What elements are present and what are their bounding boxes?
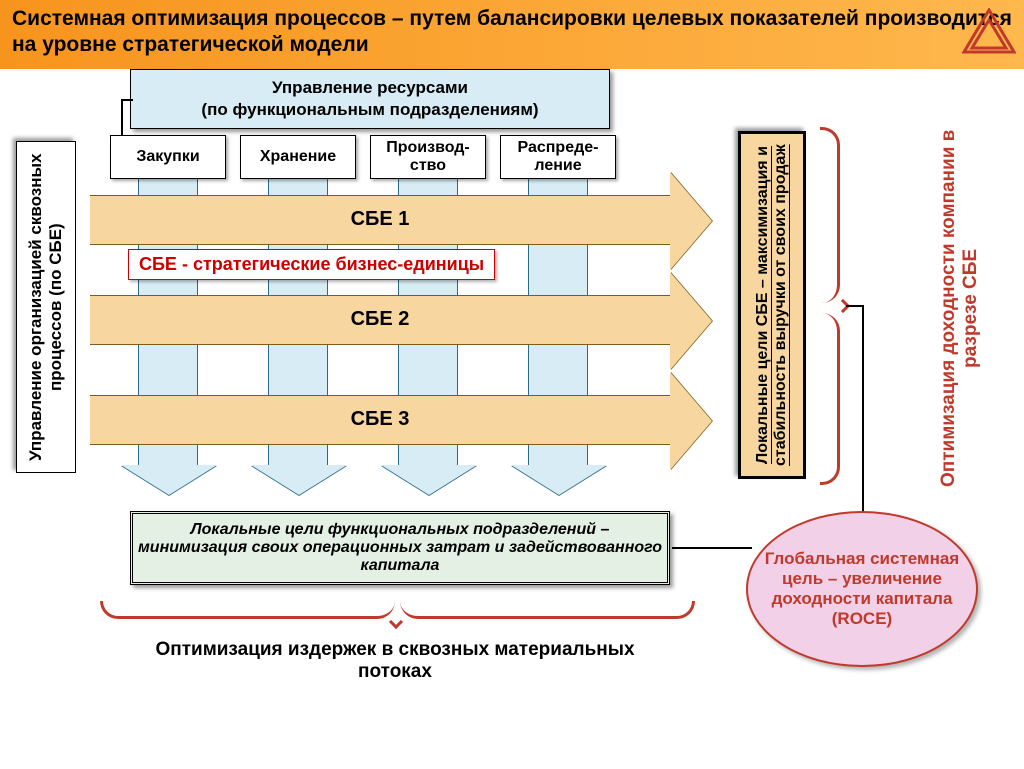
func-box-proizvodstvo: Производ- ство: [370, 135, 486, 179]
goal-ellipse-text: Глобальная системная цель – увеличение д…: [760, 549, 964, 629]
func-box-hranenie: Хранение: [240, 135, 356, 179]
sbe-arrow-1: СБЕ 1: [90, 195, 670, 245]
curly-brace-icon: [400, 601, 695, 619]
sbe-label: СБЕ 3: [351, 408, 410, 431]
sbe-definition-callout: СБЕ - стратегические бизнес-единицы: [128, 249, 495, 280]
curly-brace-icon: [820, 313, 840, 485]
func-label: Производ- ство: [386, 139, 470, 174]
left-org-box: Управление организацией сквозных процесс…: [16, 141, 76, 473]
header-line1: Управление ресурсами: [272, 77, 468, 98]
curly-brace-icon: [100, 601, 395, 619]
sbe-arrow-2: СБЕ 2: [90, 295, 670, 345]
right-label-text: Оптимизация доходности компании в разрез…: [938, 129, 981, 486]
title-text: Системная оптимизация процессов – путем …: [12, 7, 1012, 56]
sbe-label: СБЕ 1: [351, 208, 410, 231]
header-resources-box: Управление ресурсами (по функциональным …: [130, 69, 610, 129]
bottom-optimization-label: Оптимизация издержек в сквозных материал…: [120, 639, 670, 683]
func-label: Распреде- ление: [518, 139, 599, 174]
func-label: Закупки: [136, 148, 199, 166]
penrose-logo-icon: [962, 8, 1016, 56]
curly-brace-icon: [820, 127, 840, 303]
local-sbe-goals-box: Локальные цели СБЕ – максимизация и стаб…: [738, 131, 806, 479]
diagram-area: Управление организацией сквозных процесс…: [0, 69, 1024, 769]
bottom-green-text: Локальные цели функциональных подразделе…: [137, 521, 663, 575]
bottom-functional-goals-box: Локальные цели функциональных подразделе…: [130, 511, 670, 585]
conn-line-v: [862, 305, 864, 525]
func-box-raspredelenie: Распреде- ление: [500, 135, 616, 179]
page-title: Системная оптимизация процессов – путем …: [0, 0, 1024, 69]
right-optimization-label: Оптимизация доходности компании в разрез…: [938, 123, 998, 493]
sbe-arrow-3: СБЕ 3: [90, 395, 670, 445]
func-box-zakupki: Закупки: [110, 135, 226, 179]
sbe-label: СБЕ 2: [351, 308, 410, 331]
sbe-callout-text: СБЕ - стратегические бизнес-единицы: [139, 254, 484, 274]
func-label: Хранение: [260, 148, 336, 166]
conn-line: [846, 305, 864, 307]
conn-line: [121, 99, 133, 101]
left-org-text: Управление организацией сквозных процесс…: [26, 150, 66, 464]
local-sbe-text: Локальные цели СБЕ – максимизация и стаб…: [754, 142, 790, 468]
bottom-label-text: Оптимизация издержек в сквозных материал…: [155, 639, 634, 682]
header-line2: (по функциональным подразделениям): [201, 99, 538, 120]
curly-tip-icon: [389, 614, 403, 628]
global-goal-ellipse: Глобальная системная цель – увеличение д…: [746, 511, 978, 667]
conn-line: [672, 547, 752, 549]
